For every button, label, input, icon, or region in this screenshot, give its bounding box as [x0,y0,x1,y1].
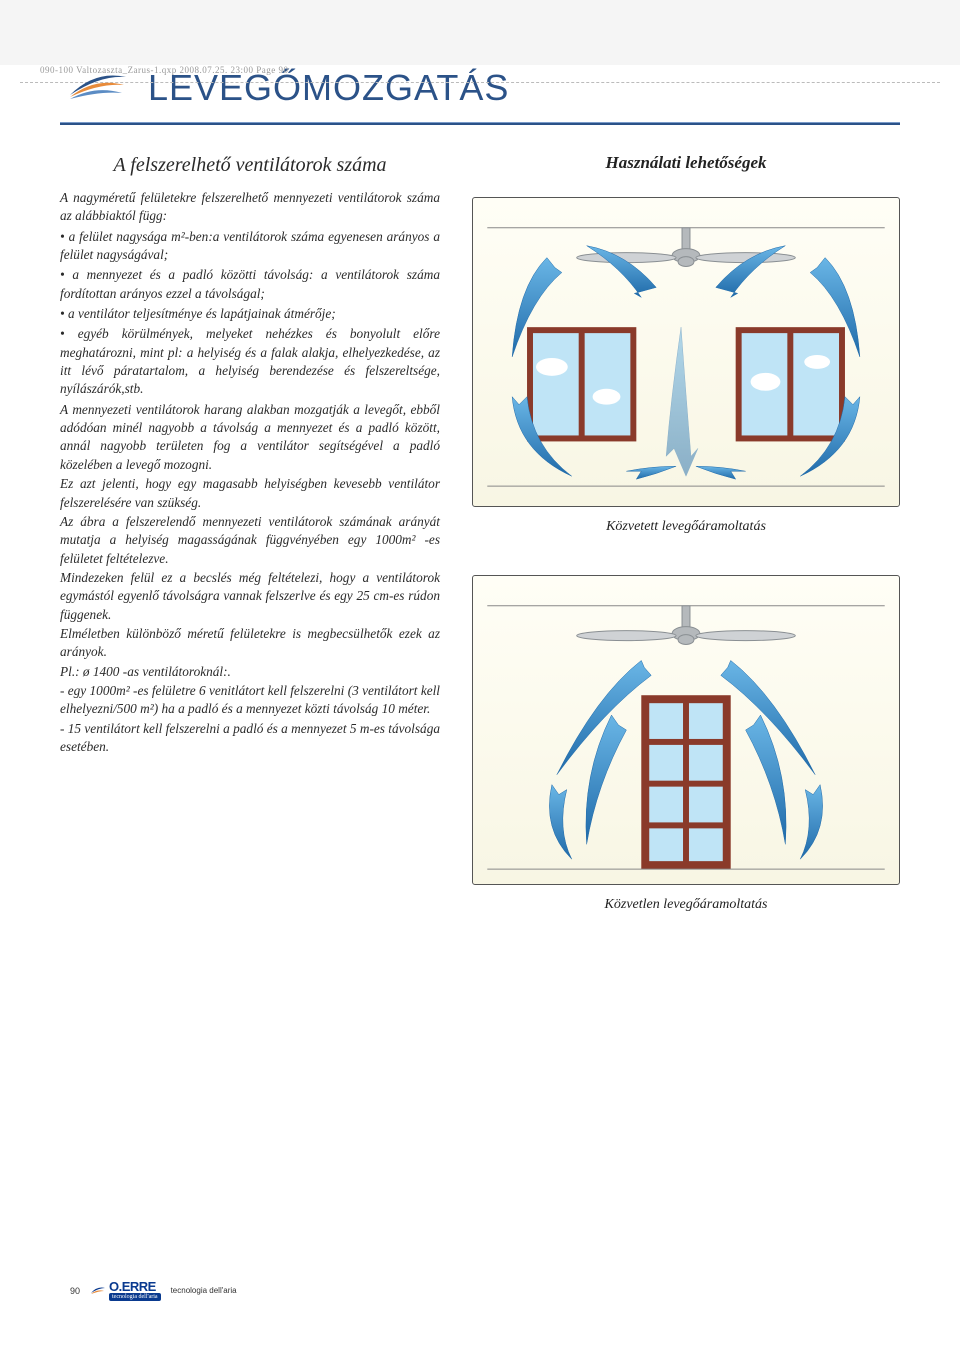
paragraph: - egy 1000m² -es felületre 6 venitlátort… [60,682,440,719]
page-footer: 90 O.ERRE tecnologia dell'aria tecnologi… [70,1280,237,1301]
figure-direct-airflow [472,575,900,885]
crop-marks-line: 090-100 Valtozaszta_Zarus-1.qxp 2008.07.… [20,65,940,83]
figure-column: Használati lehetőségek [472,153,900,953]
figure-caption: Közvetett levegőáramoltatás [472,519,900,535]
list-item: a mennyezet és a padló közötti távolság:… [60,266,440,303]
page: 090-100 Valtozaszta_Zarus-1.qxp 2008.07.… [0,65,960,1351]
figure-caption: Közvetlen levegőáramoltatás [472,897,900,913]
airflow-diagram-icon [473,576,899,884]
paragraph: Mindezeken felül ez a becslés még feltét… [60,569,440,624]
text-column: A felszerelhető ventilátorok száma A nag… [60,153,440,953]
airflow-diagram-icon [473,198,899,506]
figure-indirect-airflow [472,197,900,507]
paragraph: Az ábra a felszerelendő mennyezeti venti… [60,513,440,568]
intro-paragraph: A nagyméretű felületekre felszerelhető m… [60,189,440,226]
list-item: a ventilátor teljesítménye és lapátjaina… [60,305,440,323]
title-rule [60,123,900,125]
page-number: 90 [70,1286,80,1296]
paragraph: Pl.: ø 1400 -as ventilátoroknál:. [60,663,440,681]
swirl-logo-icon [60,65,130,110]
right-heading: Használati lehetőségek [472,153,900,173]
content-columns: A felszerelhető ventilátorok száma A nag… [60,153,900,953]
brand-tagline: tecnologia dell'aria [171,1286,237,1295]
brand-swirl-icon [90,1285,106,1297]
paragraph: - 15 ventilátort kell felszerelni a padl… [60,720,440,757]
bullet-list: a felület nagysága m²-ben:a ventilátorok… [60,228,440,399]
section-heading: A felszerelhető ventilátorok száma [60,153,440,177]
list-item: a felület nagysága m²-ben:a ventilátorok… [60,228,440,265]
paragraph: Elméletben különböző méretű felületekre … [60,625,440,662]
brand-name: O.ERRE [109,1280,161,1293]
brand-subtag: tecnologia dell'aria [109,1293,161,1301]
paragraph: Ez azt jelenti, hogy egy magasabb helyis… [60,475,440,512]
paragraph: A mennyezeti ventilátorok harang alakban… [60,401,440,474]
brand-block: O.ERRE tecnologia dell'aria [90,1280,161,1301]
list-item: egyéb körülmények, melyeket nehézkes és … [60,325,440,398]
